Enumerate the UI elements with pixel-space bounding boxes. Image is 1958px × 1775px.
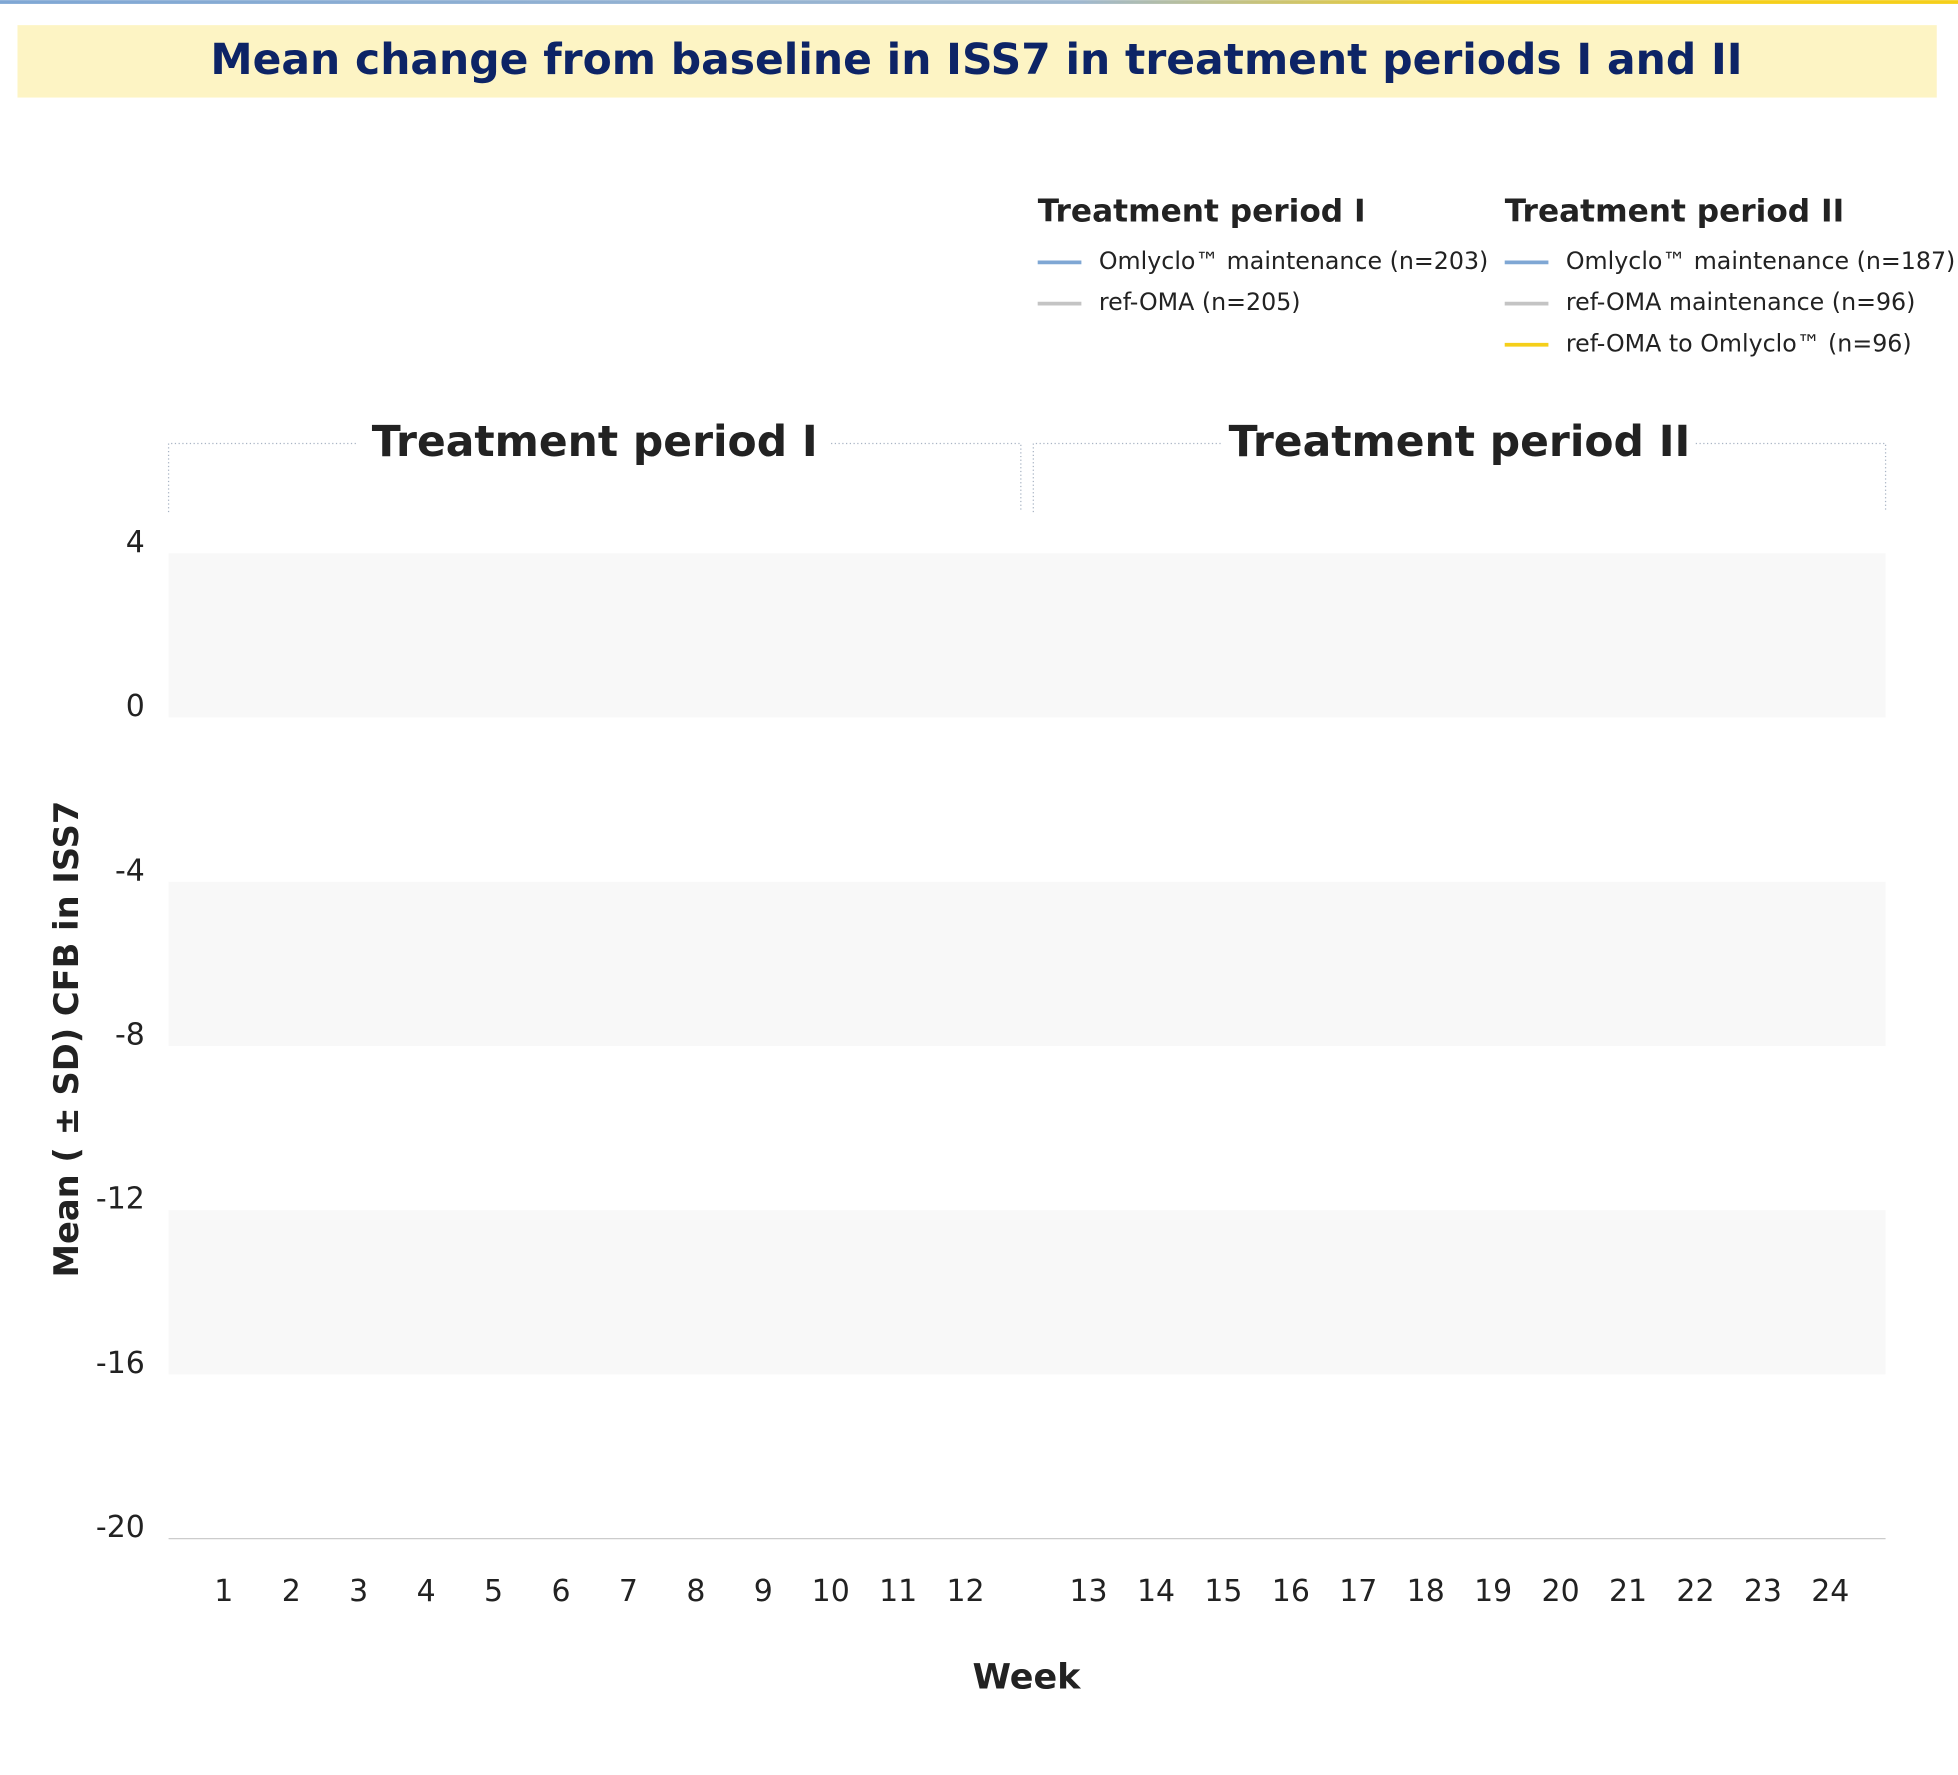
x-tick-label: 20 — [1542, 1574, 1580, 1609]
chart-title: Mean change from baseline in ISS7 in tre… — [210, 36, 1742, 85]
x-tick-label: 13 — [1070, 1574, 1108, 1609]
x-tick-label: 18 — [1407, 1574, 1445, 1609]
grid-band — [168, 1210, 1886, 1375]
x-tick-label: 19 — [1474, 1574, 1512, 1609]
x-tick-label: 5 — [484, 1574, 503, 1609]
top-bar — [0, 0, 1958, 4]
panel-title: Treatment period II — [1229, 418, 1691, 467]
panel-bracket — [167, 442, 1022, 513]
x-tick-label: 16 — [1272, 1574, 1310, 1609]
y-tick-label: -20 — [96, 1510, 145, 1545]
legend-label: Omlyclo™ maintenance (n=187) — [1566, 247, 1955, 275]
legend-label: Omlyclo™ maintenance (n=203) — [1099, 247, 1488, 275]
x-tick-label: 12 — [947, 1574, 985, 1609]
x-tick-label: 3 — [349, 1574, 368, 1609]
panel-bracket — [1032, 442, 1887, 513]
x-tick-label: 9 — [754, 1574, 773, 1609]
x-tick-label: 17 — [1339, 1574, 1377, 1609]
legend-label: ref-OMA maintenance (n=96) — [1566, 288, 1916, 316]
x-tick-label: 10 — [812, 1574, 850, 1609]
x-tick-label: 15 — [1204, 1574, 1242, 1609]
y-tick-label: 0 — [126, 689, 145, 724]
x-tick-label: 1 — [214, 1574, 233, 1609]
y-tick-label: -16 — [96, 1346, 145, 1381]
y-tick-label: 4 — [126, 525, 145, 560]
legend-label: ref-OMA (n=205) — [1099, 288, 1301, 316]
legend-title: Treatment period I — [1038, 193, 1366, 229]
panel-title: Treatment period I — [372, 418, 818, 467]
grid-band — [168, 881, 1886, 1046]
y-tick-label: -4 — [115, 853, 145, 888]
x-tick-label: 8 — [686, 1574, 705, 1609]
x-tick-label: 22 — [1676, 1574, 1714, 1609]
x-tick-label: 24 — [1811, 1574, 1849, 1609]
x-tick-label: 2 — [282, 1574, 301, 1609]
x-tick-label: 4 — [417, 1574, 436, 1609]
x-tick-label: 7 — [619, 1574, 638, 1609]
x-tick-label: 14 — [1137, 1574, 1175, 1609]
x-tick-label: 21 — [1609, 1574, 1647, 1609]
y-tick-label: -8 — [115, 1017, 145, 1052]
legend-label: ref-OMA to Omlyclo™ (n=96) — [1566, 329, 1912, 357]
y-axis-label: Mean ( ± SD) CFB in ISS7 — [47, 801, 86, 1278]
x-tick-label: 11 — [879, 1574, 917, 1609]
grid-band — [168, 553, 1886, 718]
x-axis-label: Week — [972, 1657, 1081, 1697]
x-tick-label: 23 — [1744, 1574, 1782, 1609]
y-tick-label: -12 — [96, 1182, 145, 1217]
title-banner — [17, 25, 1937, 98]
x-tick-label: 6 — [551, 1574, 570, 1609]
legend-title: Treatment period II — [1505, 193, 1845, 229]
